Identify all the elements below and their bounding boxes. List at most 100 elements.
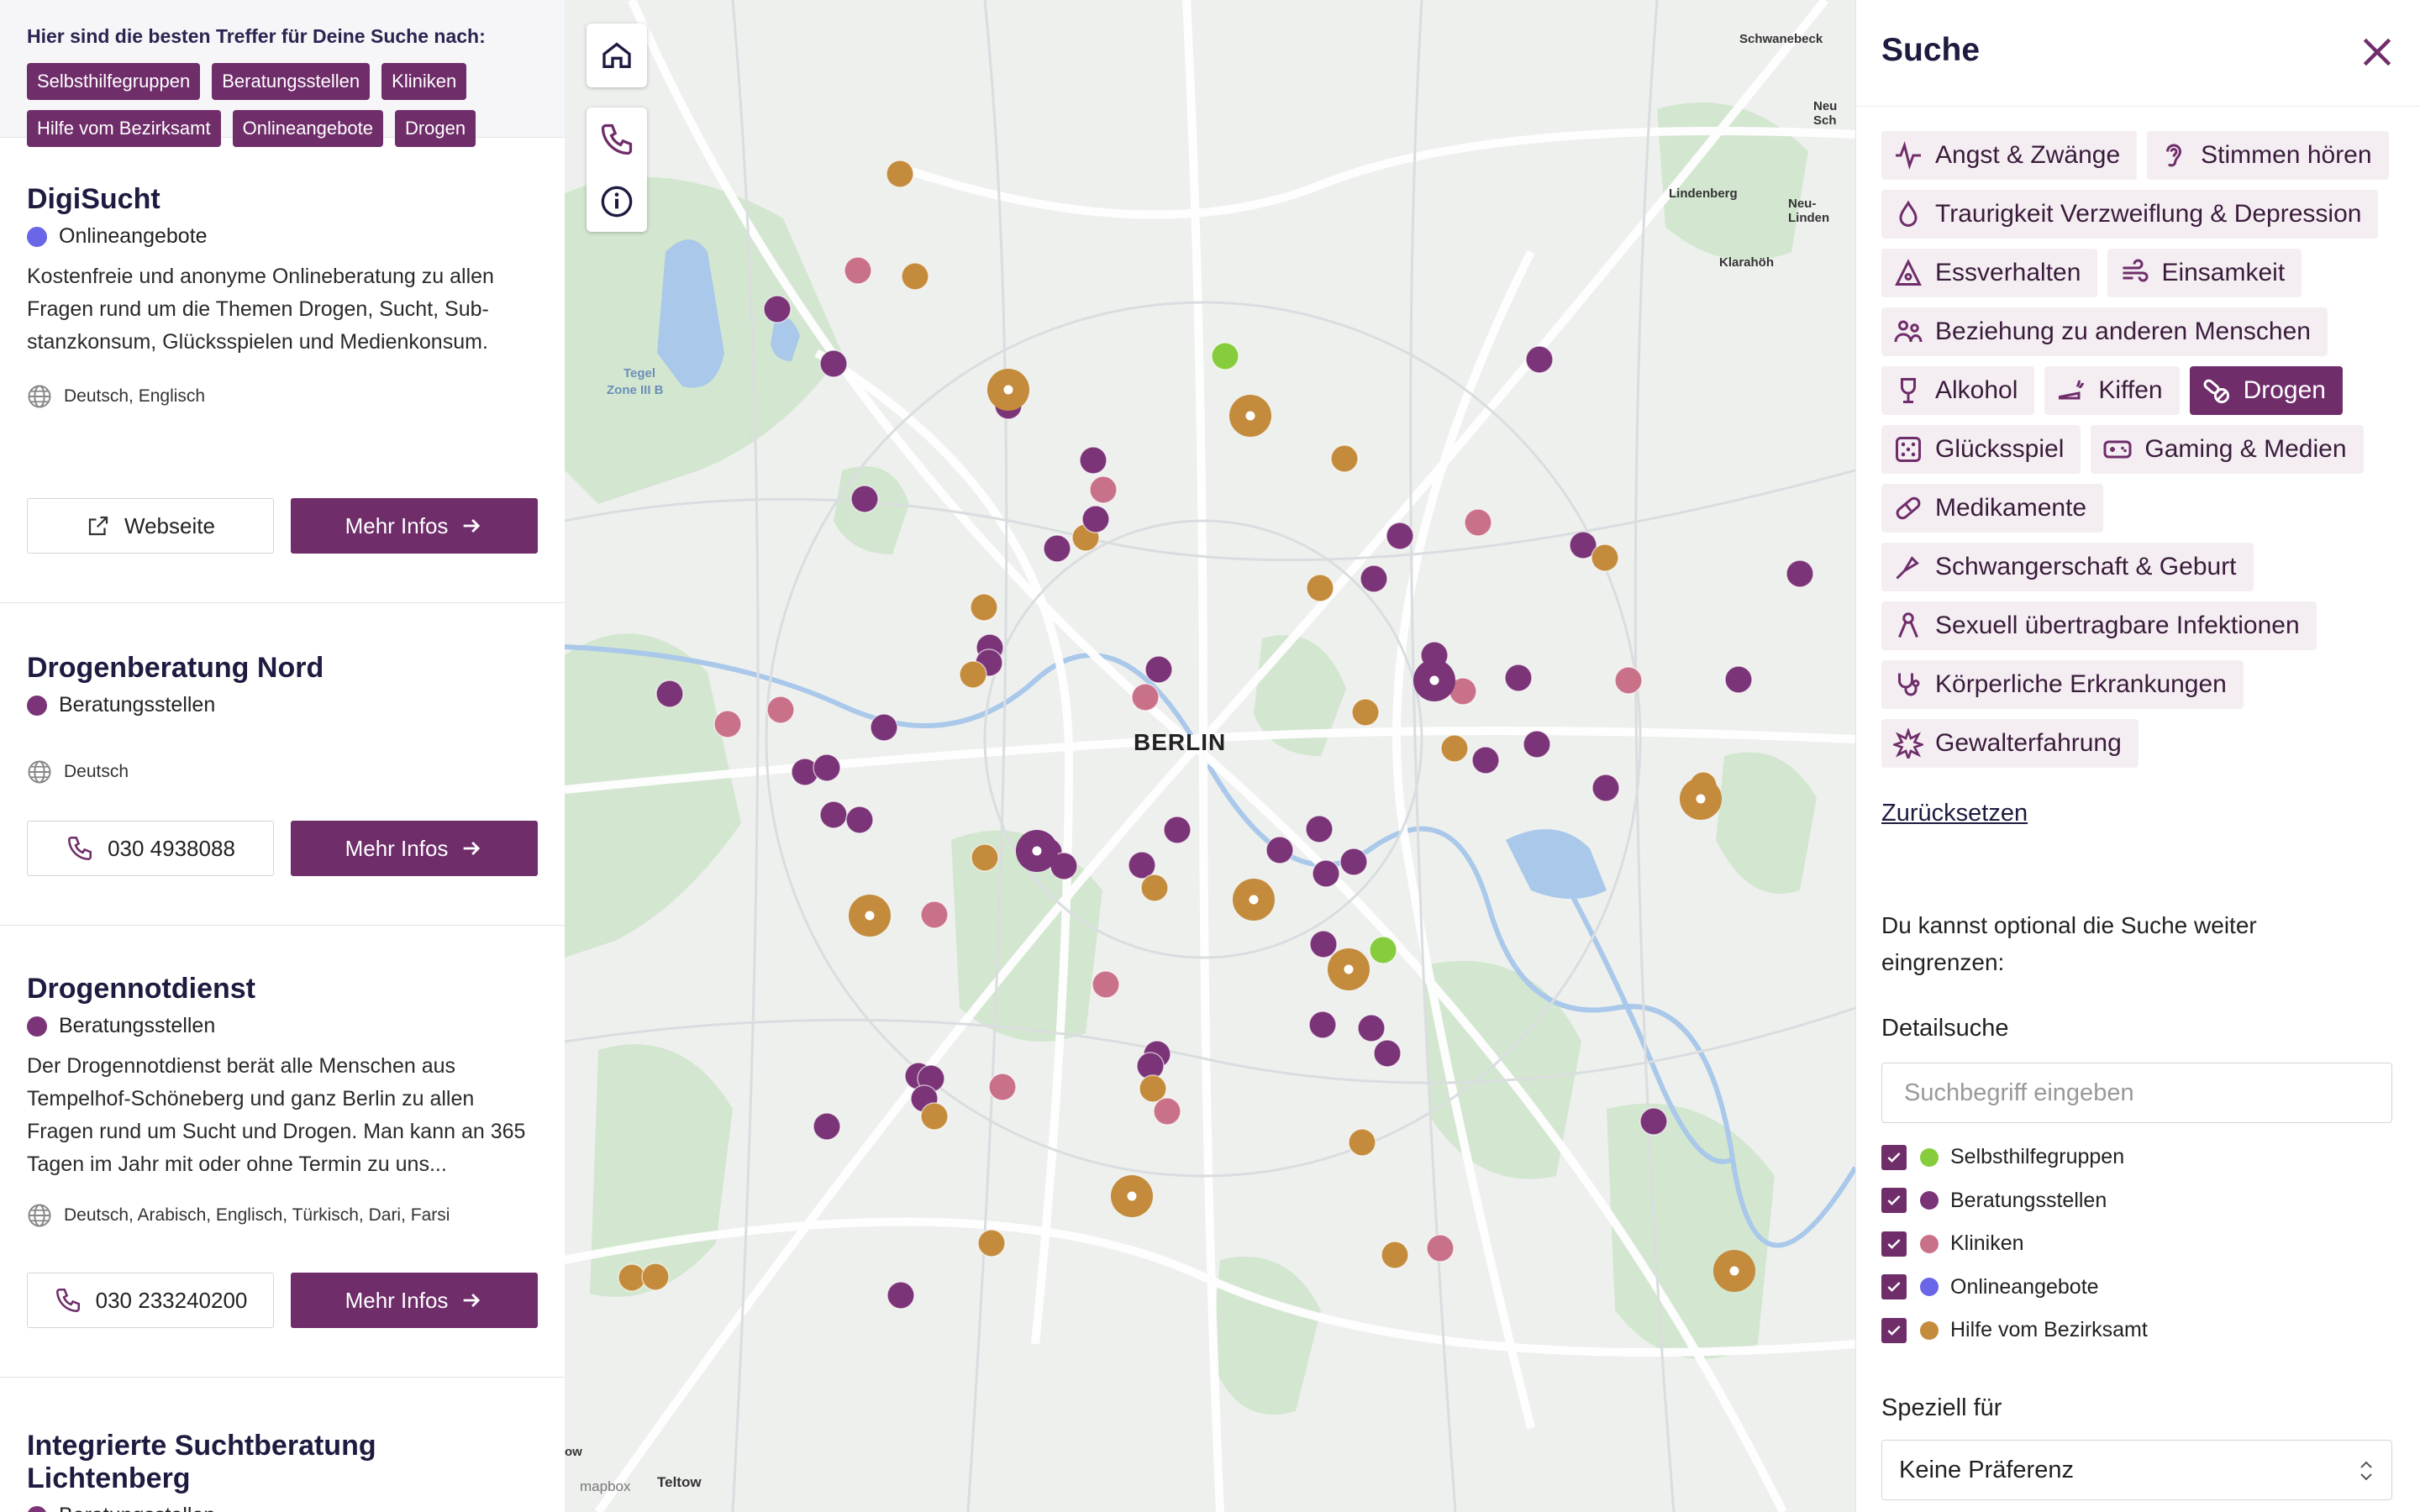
map-marker[interactable] (1144, 655, 1173, 684)
map-marker[interactable] (1504, 664, 1533, 692)
map-marker[interactable] (766, 696, 795, 724)
map-marker[interactable] (845, 806, 874, 834)
website-button[interactable]: Webseite (27, 498, 274, 554)
tag-einsamkeit[interactable]: Einsamkeit (2107, 249, 2302, 297)
home-control[interactable] (587, 24, 647, 87)
map-marker[interactable] (1308, 1011, 1337, 1039)
more-info-button[interactable]: Mehr Infos (291, 821, 538, 876)
tag-stimmen[interactable]: Stimmen hören (2147, 131, 2389, 180)
filter-selbsthilfegruppen[interactable]: Selbsthilfegruppen (1881, 1136, 2148, 1179)
map-marker[interactable] (1591, 543, 1619, 572)
map-marker[interactable] (886, 1281, 915, 1310)
tag-kiffen[interactable]: Kiffen (2044, 366, 2180, 415)
map-marker[interactable] (901, 262, 929, 291)
map-cluster-marker[interactable] (1016, 830, 1058, 872)
map-cluster-marker[interactable] (1713, 1250, 1755, 1292)
tag-gewalt[interactable]: Gewalterfahrung (1881, 719, 2139, 768)
tag-depression[interactable]: Traurigkeit Verzweiflung & Depression (1881, 190, 2379, 239)
map-marker[interactable] (1569, 531, 1597, 559)
map-cluster-marker[interactable] (1680, 778, 1722, 820)
map-marker[interactable] (1163, 816, 1192, 844)
phone-map-button[interactable] (587, 108, 647, 171)
map-marker[interactable] (1786, 559, 1814, 588)
map-marker[interactable] (1131, 683, 1160, 711)
checkbox-checked-icon[interactable] (1881, 1144, 1907, 1170)
tag-koerperlich[interactable]: Körperliche Erkrankungen (1881, 660, 2244, 709)
map-marker[interactable] (1381, 1241, 1409, 1269)
mapbox-attribution[interactable]: mapbox (580, 1478, 631, 1494)
map-marker[interactable] (1211, 342, 1239, 370)
map-marker[interactable] (1339, 848, 1368, 876)
close-icon[interactable] (2359, 34, 2396, 71)
map-marker[interactable] (1305, 815, 1334, 843)
map-marker[interactable] (1312, 859, 1340, 888)
map-cluster-marker[interactable] (1233, 879, 1275, 921)
map-marker[interactable] (1153, 1097, 1181, 1126)
map-cluster-marker[interactable] (1328, 948, 1370, 990)
map-marker[interactable] (870, 713, 898, 742)
phone-button[interactable]: 030 233240200 (27, 1273, 274, 1328)
result-title[interactable]: Drogennotdienst (27, 973, 255, 1005)
map-marker[interactable] (1043, 534, 1071, 563)
map-marker[interactable] (1139, 1074, 1167, 1103)
map-marker[interactable] (1140, 874, 1169, 902)
map-marker[interactable] (1351, 698, 1380, 727)
checkbox-checked-icon[interactable] (1881, 1274, 1907, 1300)
map-marker[interactable] (618, 1263, 646, 1292)
tag-gaming[interactable]: Gaming & Medien (2091, 425, 2364, 474)
map-marker[interactable] (970, 593, 998, 622)
map-marker[interactable] (763, 295, 792, 323)
map-marker[interactable] (971, 843, 999, 872)
tag-alkohol[interactable]: Alkohol (1881, 366, 2035, 415)
map-marker[interactable] (1089, 475, 1118, 504)
info-button[interactable] (587, 171, 647, 232)
result-title[interactable]: DigiSucht (27, 183, 160, 215)
map-marker[interactable] (988, 1073, 1017, 1101)
map-marker[interactable] (1265, 836, 1294, 864)
map-marker[interactable] (1591, 774, 1620, 802)
map-marker[interactable] (1724, 665, 1753, 694)
more-info-button[interactable]: Mehr Infos (291, 1273, 538, 1328)
filter-kliniken[interactable]: Kliniken (1881, 1222, 2148, 1266)
map-marker[interactable] (1306, 574, 1334, 602)
map-marker[interactable] (1426, 1234, 1455, 1263)
tag-essverhalten[interactable]: Essverhalten (1881, 249, 2098, 297)
map-marker[interactable] (1330, 444, 1359, 473)
tag-schwangerschaft[interactable]: Schwangerschaft & Geburt (1881, 543, 2254, 591)
map-marker[interactable] (1309, 930, 1338, 958)
tag-angst[interactable]: Angst & Zwänge (1881, 131, 2138, 180)
checkbox-checked-icon[interactable] (1881, 1188, 1907, 1214)
result-title[interactable]: Drogenberatung Nord (27, 652, 324, 684)
map-marker[interactable] (655, 680, 684, 708)
checkbox-checked-icon[interactable] (1881, 1231, 1907, 1257)
preference-select[interactable]: Keine Präferenz (1881, 1440, 2392, 1500)
home-button[interactable] (587, 24, 647, 87)
map-marker[interactable] (920, 1102, 949, 1131)
map-marker[interactable] (1525, 345, 1554, 374)
map-marker[interactable] (813, 1112, 841, 1141)
map-marker[interactable] (1357, 1014, 1386, 1042)
map-marker[interactable] (1348, 1128, 1376, 1157)
filter-onlineangebote[interactable]: Onlineangebote (1881, 1266, 2148, 1310)
filter-beratungsstellen[interactable]: Beratungsstellen (1881, 1179, 2148, 1223)
map-cluster-marker[interactable] (849, 895, 891, 937)
tag-beziehung[interactable]: Beziehung zu anderen Menschen (1881, 307, 2328, 356)
map-marker[interactable] (1369, 936, 1397, 964)
map-marker[interactable] (1079, 446, 1107, 475)
map-marker[interactable] (1471, 746, 1500, 774)
tag-drogen[interactable]: Drogen (2189, 366, 2343, 415)
map-marker[interactable] (886, 160, 914, 188)
result-title[interactable]: Integrierte Suchtberatung Lichtenberg (27, 1430, 376, 1494)
map-marker[interactable] (1360, 564, 1388, 593)
map-marker[interactable] (1440, 734, 1469, 763)
map-cluster-marker[interactable] (1111, 1175, 1153, 1217)
tag-medikamente[interactable]: Medikamente (1881, 484, 2104, 533)
search-input[interactable]: Suchbegriff eingeben (1881, 1063, 2392, 1123)
reset-link[interactable]: Zurücksetzen (1881, 800, 2028, 827)
map-marker[interactable] (813, 753, 841, 782)
filter-bezirksamt[interactable]: Hilfe vom Bezirksamt (1881, 1309, 2148, 1352)
map-marker[interactable] (850, 485, 879, 513)
map-marker[interactable] (844, 256, 872, 285)
map-marker[interactable] (1092, 970, 1120, 999)
map-marker[interactable] (920, 900, 949, 929)
